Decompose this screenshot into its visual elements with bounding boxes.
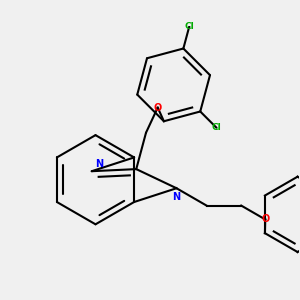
Text: Cl: Cl — [184, 22, 194, 31]
Text: N: N — [95, 159, 103, 169]
Text: O: O — [154, 103, 162, 112]
Text: Cl: Cl — [212, 123, 221, 132]
Text: N: N — [172, 192, 181, 202]
Text: O: O — [261, 214, 269, 224]
